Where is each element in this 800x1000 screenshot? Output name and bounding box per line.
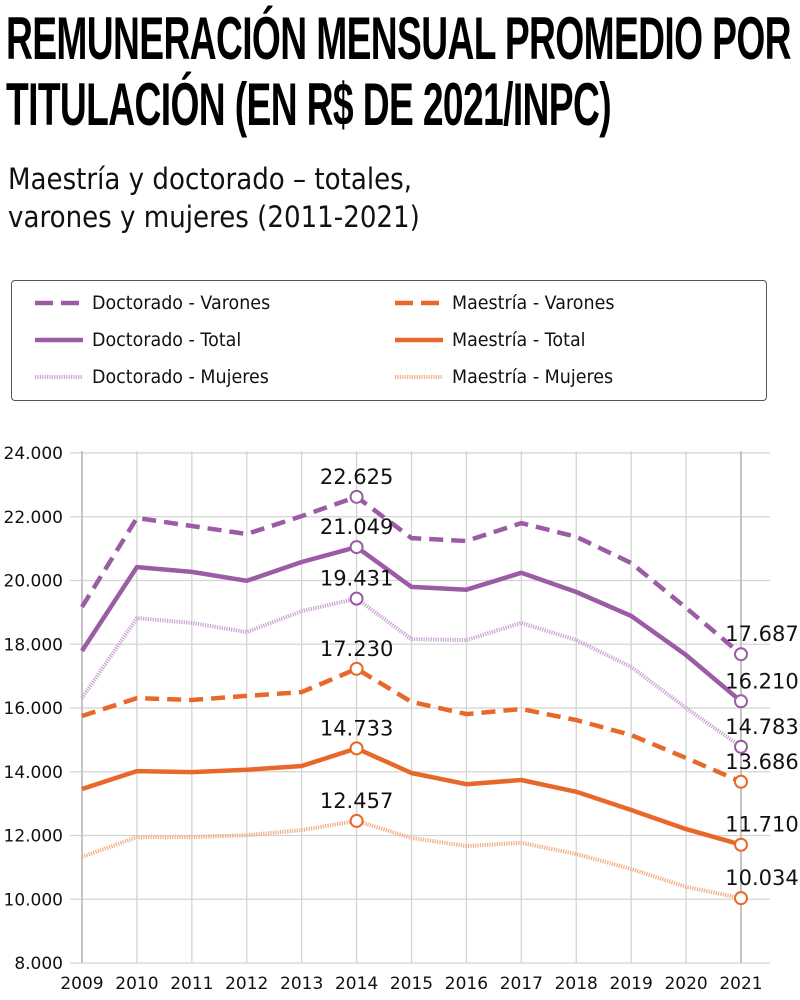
data-point-marker xyxy=(734,837,748,852)
data-labels: 22.625 17.687 21.049 16.210 19.431 14.783 17.2… xyxy=(320,465,799,906)
legend-swatch-doctorado-varones xyxy=(35,300,83,306)
data-point-marker xyxy=(349,813,364,828)
legend-item-maestria-mujeres: Maestría - Mujeres xyxy=(394,362,627,392)
series-line-doctorado-total xyxy=(80,544,743,704)
data-point-marker xyxy=(734,694,748,709)
chart-title-line-1: REMUNERACIÓN MENSUAL PROMEDIO POR xyxy=(6,5,792,72)
y-tick-label: 24.000 xyxy=(4,444,63,464)
series-line-doctorado-varones xyxy=(80,494,743,656)
y-tick-label: 18.000 xyxy=(4,635,63,655)
x-tick-label: 2016 xyxy=(445,974,488,994)
data-point-marker xyxy=(734,774,748,789)
data-label-doctorado-mujeres: 19.431 xyxy=(320,567,393,591)
data-point-marker xyxy=(349,661,364,676)
legend-label: Doctorado - Total xyxy=(92,329,242,351)
data-point-marker xyxy=(734,647,748,662)
data-label-maestria-mujeres: 10.034 xyxy=(725,866,798,890)
data-label-maestria-total: 11.710 xyxy=(725,813,798,837)
y-tick-label: 12.000 xyxy=(4,827,63,847)
data-point-marker xyxy=(734,891,748,906)
y-tick-label: 16.000 xyxy=(4,699,63,719)
chart-subtitle-line-2: varones y mujeres (2011-2021) xyxy=(8,200,420,234)
data-point-marker xyxy=(349,741,364,756)
legend-swatch-doctorado-mujeres xyxy=(35,375,83,379)
x-tick-label: 2021 xyxy=(719,974,762,994)
axes: 8.000 10.000 12.000 14.000 16.000 18.000 20.00… xyxy=(4,444,763,994)
series-group xyxy=(80,494,743,901)
data-label-doctorado-varones: 17.687 xyxy=(725,622,798,646)
legend-swatch-maestria-total xyxy=(395,337,443,343)
series-line-maestria-mujeres xyxy=(81,818,742,901)
x-tick-label: 2009 xyxy=(60,974,103,994)
chart-legend: Doctorado - Varones Maestría - Varones D… xyxy=(11,280,767,401)
data-point-marker xyxy=(349,591,364,606)
data-label-doctorado-total: 16.210 xyxy=(725,669,798,693)
x-tick-label: 2017 xyxy=(500,974,543,994)
grid xyxy=(70,451,770,964)
y-tick-label: 22.000 xyxy=(4,508,63,528)
data-point-marker xyxy=(734,739,748,754)
x-tick-label: 2018 xyxy=(555,974,598,994)
data-label-maestria-total: 14.733 xyxy=(320,716,393,740)
legend-item-doctorado-total: Doctorado - Total xyxy=(34,325,254,355)
data-label-maestria-varones: 17.230 xyxy=(320,637,393,661)
y-tick-label: 8.000 xyxy=(14,954,63,974)
data-label-maestria-mujeres: 12.457 xyxy=(320,789,393,813)
legend-label: Maestría - Total xyxy=(452,329,586,351)
legend-label: Doctorado - Mujeres xyxy=(92,366,269,388)
legend-item-doctorado-varones: Doctorado - Varones xyxy=(34,288,286,318)
x-tick-label: 2013 xyxy=(280,974,323,994)
data-label-doctorado-varones: 22.625 xyxy=(320,465,393,489)
x-tick-label: 2020 xyxy=(664,974,707,994)
data-label-maestria-varones: 13.686 xyxy=(725,750,798,774)
data-label-doctorado-mujeres: 14.783 xyxy=(725,715,798,739)
data-point-marker xyxy=(349,540,364,555)
legend-swatch-doctorado-total xyxy=(35,337,83,343)
x-tick-label: 2014 xyxy=(335,974,378,994)
x-tick-label: 2019 xyxy=(610,974,653,994)
x-tick-label: 2010 xyxy=(115,974,158,994)
data-label-doctorado-total: 21.049 xyxy=(320,515,393,539)
legend-label: Doctorado - Varones xyxy=(92,292,271,314)
x-tick-label: 2011 xyxy=(170,974,213,994)
chart-title: REMUNERACIÓN MENSUAL PROMEDIO POR TITULA… xyxy=(6,6,800,138)
legend-label: Maestría - Varones xyxy=(452,292,615,314)
legend-item-doctorado-mujeres: Doctorado - Mujeres xyxy=(34,362,284,392)
legend-item-maestria-total: Maestría - Total xyxy=(394,325,597,355)
series-line-maestria-varones xyxy=(81,666,742,784)
legend-swatch-maestria-mujeres xyxy=(395,375,443,379)
y-tick-label: 14.000 xyxy=(4,763,63,783)
chart-subtitle-line-1: Maestría y doctorado – totales, xyxy=(8,162,413,196)
legend-item-maestria-varones: Maestría - Varones xyxy=(394,288,629,318)
data-point-marker xyxy=(349,489,364,504)
chart-title-line-2: TITULACIÓN (EN R$ DE 2021/INPC) xyxy=(6,71,612,138)
legend-swatch-maestria-varones xyxy=(395,300,443,306)
chart-subtitle: Maestría y doctorado – totales, varones … xyxy=(8,160,638,236)
x-tick-label: 2015 xyxy=(390,974,433,994)
legend-label: Maestría - Mujeres xyxy=(452,366,614,388)
series-line-maestria-total xyxy=(81,746,742,847)
y-tick-label: 10.000 xyxy=(4,890,63,910)
series-line-doctorado-mujeres xyxy=(80,596,743,749)
x-tick-label: 2012 xyxy=(225,974,268,994)
y-tick-label: 20.000 xyxy=(4,572,63,592)
